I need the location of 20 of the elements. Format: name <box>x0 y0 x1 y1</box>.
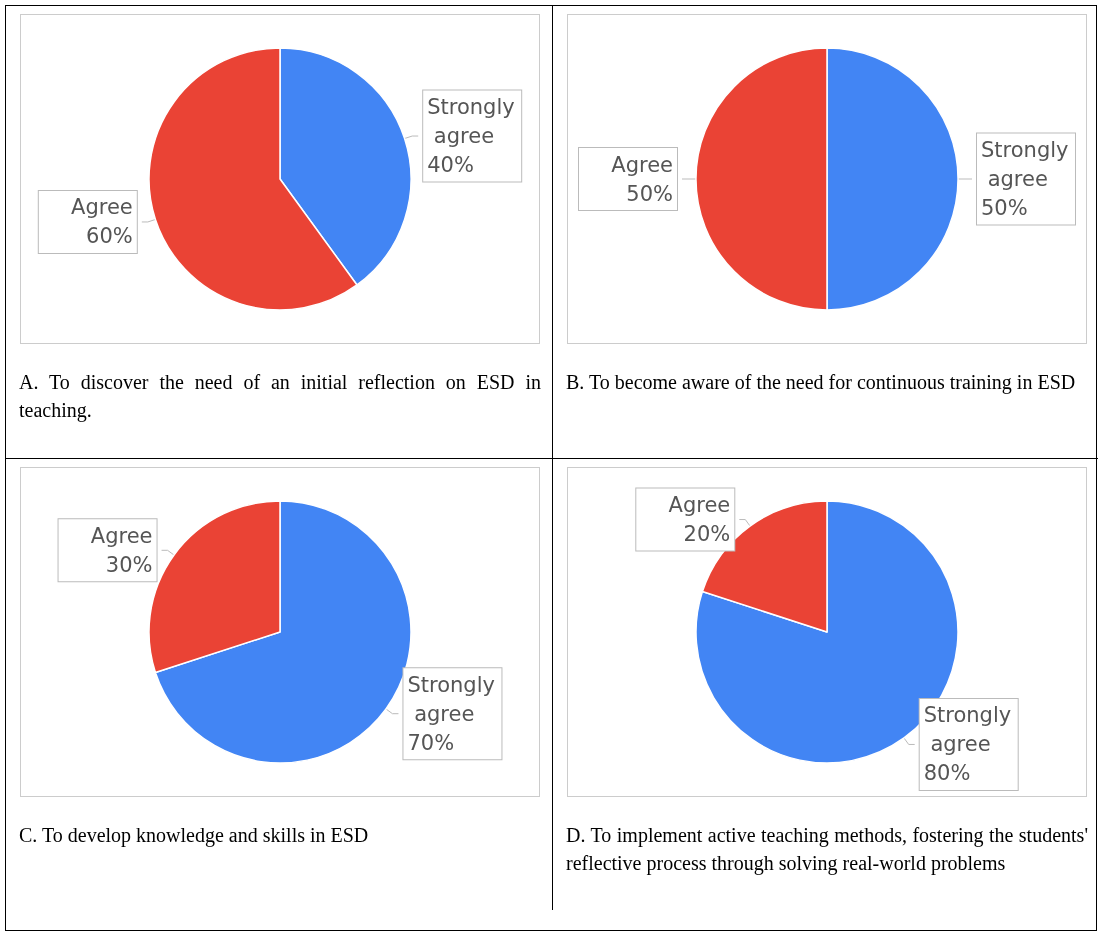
data-label: 60% <box>86 224 133 249</box>
data-label: 70% <box>407 730 455 755</box>
data-label: 50% <box>981 196 1028 220</box>
slice-label: Strongly agree <box>407 672 495 726</box>
slice-label: Agree <box>668 493 731 518</box>
data-label: 50% <box>626 181 673 206</box>
text: C. To develop knowledge and skills in ESD <box>19 823 370 849</box>
data-label: 40% <box>427 153 474 178</box>
data-label: 20% <box>683 522 731 547</box>
text: D. To implement active teaching methods, fostering the students' reflective process through solving real-world problems <box>566 823 1088 877</box>
slice-label: Strongly agree <box>427 95 515 149</box>
slice-label: Agree <box>71 195 133 220</box>
text: A. To discover the need of an initial reflection on ESD in teaching. <box>19 370 541 424</box>
text: B. To become aware of the need for continuous training in ESD <box>566 370 1077 396</box>
slice-label: Strongly agree <box>923 703 1012 757</box>
data-label: 30% <box>105 552 153 577</box>
slice-label: Strongly agree <box>981 138 1069 191</box>
slice-label: Agree <box>611 152 673 177</box>
slice-label: Agree <box>90 523 153 548</box>
data-label: 80% <box>923 761 971 786</box>
